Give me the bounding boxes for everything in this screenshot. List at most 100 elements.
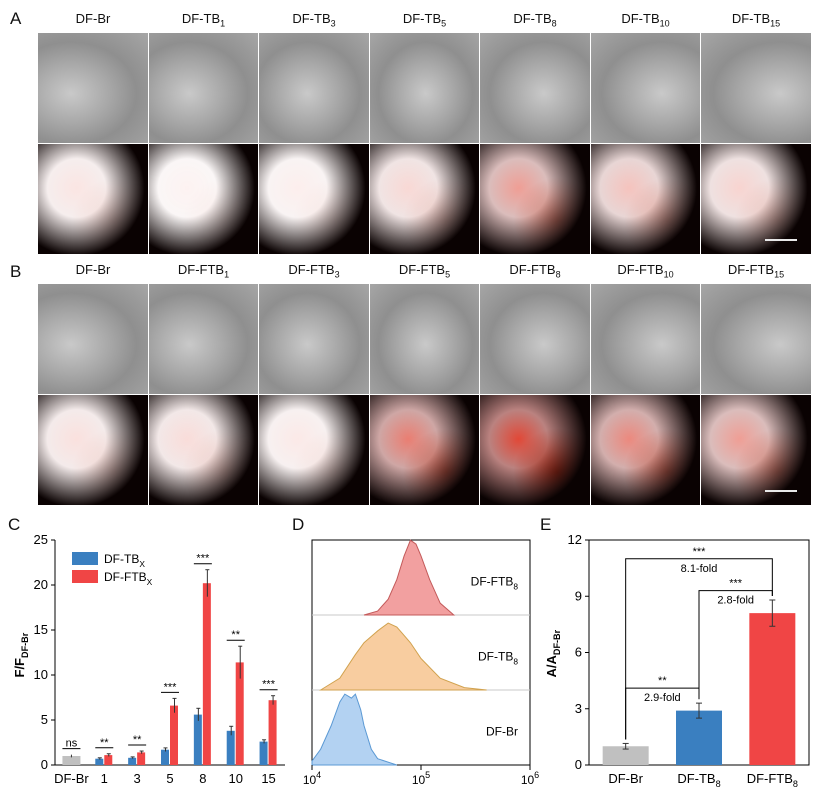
column-label: DF-TB8 <box>513 11 557 29</box>
bar <box>602 746 649 765</box>
panel-letter-a: A <box>10 9 22 28</box>
x-tick-label: DF-TB8 <box>677 771 720 789</box>
column-label: DF-FTB8 <box>509 262 561 280</box>
column-label: DF-Br <box>75 11 111 26</box>
chart-d: DF-FTB8 DF-TB8 DF-Br 104 105 106 <box>303 539 539 787</box>
significance-label: *** <box>262 679 276 691</box>
fluorescence-image <box>148 144 258 254</box>
y-tick-label: 0 <box>575 757 582 772</box>
brightfield-image <box>590 33 700 143</box>
y-tick-label: 20 <box>34 577 48 592</box>
significance-label: ** <box>658 675 667 687</box>
y-tick-label: 0 <box>41 757 48 772</box>
significance-label: *** <box>729 578 743 590</box>
y-tick-label: 9 <box>575 588 582 603</box>
panel-letter-d: D <box>292 515 305 534</box>
fluorescence-image <box>369 144 479 254</box>
x-tick-label: DF-Br <box>54 771 89 786</box>
histogram-area <box>363 539 456 616</box>
x-tick-label: 10 <box>228 771 242 786</box>
series-label: DF-Br <box>486 725 518 739</box>
fold-change-label: 2.8-fold <box>717 595 754 607</box>
y-tick-label: 15 <box>34 622 48 637</box>
brightfield-image <box>369 284 479 394</box>
x-tick-label: 5 <box>166 771 173 786</box>
fluorescence-image <box>701 395 811 505</box>
x-tick-label: 8 <box>199 771 206 786</box>
y-axis-label: F/FDF-Br <box>12 632 30 677</box>
chart-c: 0 5 10 15 20 25 F/FDF-Br DF-Br ns 1 ** 3 ** 5 *** 8 *** 1… <box>12 532 285 786</box>
y-tick-label: 12 <box>568 532 582 547</box>
histogram-area <box>311 693 397 766</box>
brightfield-image <box>259 33 369 143</box>
bar <box>104 755 113 765</box>
y-tick-label: 5 <box>41 712 48 727</box>
brightfield-image <box>148 33 258 143</box>
bar <box>95 758 104 765</box>
bar <box>749 613 796 765</box>
brightfield-image <box>38 33 148 143</box>
x-tick-label: 104 <box>303 770 321 787</box>
column-label: DF-FTB10 <box>617 262 674 280</box>
y-tick-label: 25 <box>34 532 48 547</box>
brightfield-image <box>259 284 369 394</box>
bar <box>202 583 211 765</box>
y-tick-label: 3 <box>575 701 582 716</box>
brightfield-image <box>38 284 148 394</box>
brightfield-image <box>369 33 479 143</box>
bar <box>268 700 277 765</box>
fluorescence-image <box>148 395 258 505</box>
x-tick-label: 3 <box>134 771 141 786</box>
bar <box>128 757 137 765</box>
x-tick-label: 105 <box>412 770 430 787</box>
panel-letter-c: C <box>8 515 21 534</box>
y-tick-label: 10 <box>34 667 48 682</box>
column-label: DF-FTB5 <box>398 262 451 280</box>
bar <box>226 730 235 765</box>
bar <box>676 710 722 765</box>
chart-e: 0 3 6 9 12 A/ADF-Br DF-Br DF-TB8 DF-FTB8 ** 2.9-fo… <box>544 532 810 789</box>
histogram-area <box>318 622 487 691</box>
significance-label: ** <box>100 737 109 749</box>
x-tick-label: DF-Br <box>608 771 643 786</box>
fluorescence-image <box>590 395 700 505</box>
column-label: DF-FTB1 <box>177 262 230 280</box>
legend-label: DF-FTBX <box>104 570 153 587</box>
legend-swatch <box>72 552 98 565</box>
significance-label: *** <box>693 546 707 558</box>
brightfield-image <box>590 284 700 394</box>
comparison-bracket <box>625 558 773 740</box>
column-label: DF-TB10 <box>621 11 670 29</box>
bar <box>235 662 244 765</box>
bar <box>137 752 146 765</box>
column-label: DF-FTB15 <box>727 262 785 280</box>
significance-label: *** <box>164 681 178 693</box>
series-label: DF-FTB8 <box>471 575 519 592</box>
bar <box>161 749 169 765</box>
significance-label: ** <box>133 734 142 746</box>
significance-label: ns <box>66 738 78 750</box>
brightfield-image <box>701 33 811 143</box>
fold-change-label: 2.9-fold <box>644 692 681 704</box>
fluorescence-image <box>38 144 148 254</box>
significance-label: ** <box>231 629 240 641</box>
fluorescence-image <box>38 395 148 505</box>
brightfield-image <box>148 284 258 394</box>
fluorescence-image <box>259 144 369 254</box>
scale-bar <box>765 239 797 241</box>
legend-label: DF-TBX <box>104 552 145 569</box>
bar <box>259 741 268 765</box>
brightfield-image <box>480 284 590 394</box>
fluorescence-image <box>259 395 369 505</box>
x-tick-label: 15 <box>261 771 275 786</box>
column-label: DF-FTB3 <box>288 262 340 280</box>
panel-letter-e: E <box>540 515 552 534</box>
x-tick-label: 106 <box>521 770 539 787</box>
fluorescence-image <box>590 144 700 254</box>
significance-label: *** <box>196 553 210 565</box>
legend-swatch <box>72 570 98 583</box>
bar-control <box>62 756 81 765</box>
fold-change-label: 8.1-fold <box>681 563 718 575</box>
column-label: DF-TB15 <box>731 11 781 29</box>
brightfield-image <box>480 33 590 143</box>
